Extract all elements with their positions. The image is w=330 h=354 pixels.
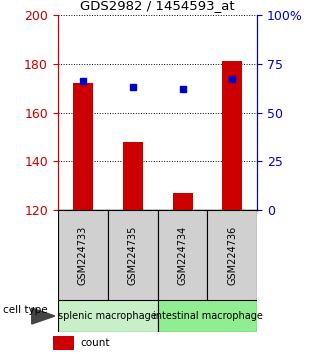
Text: GSM224733: GSM224733 <box>78 225 88 285</box>
Bar <box>73 83 93 210</box>
Text: intestinal macrophage: intestinal macrophage <box>152 311 262 321</box>
Bar <box>53 336 74 349</box>
Bar <box>173 193 192 210</box>
Text: GSM224735: GSM224735 <box>128 225 138 285</box>
Bar <box>158 210 208 300</box>
Text: count: count <box>80 338 110 348</box>
Bar <box>158 300 257 332</box>
Text: cell type: cell type <box>3 304 48 315</box>
Title: GDS2982 / 1454593_at: GDS2982 / 1454593_at <box>80 0 235 12</box>
Polygon shape <box>32 308 55 324</box>
Text: splenic macrophage: splenic macrophage <box>58 311 157 321</box>
Text: GSM224734: GSM224734 <box>178 225 187 285</box>
Bar <box>123 142 143 210</box>
Bar <box>222 61 243 210</box>
Bar <box>208 210 257 300</box>
Text: GSM224736: GSM224736 <box>227 225 238 285</box>
Bar <box>58 300 158 332</box>
Bar <box>58 210 108 300</box>
Bar <box>108 210 158 300</box>
